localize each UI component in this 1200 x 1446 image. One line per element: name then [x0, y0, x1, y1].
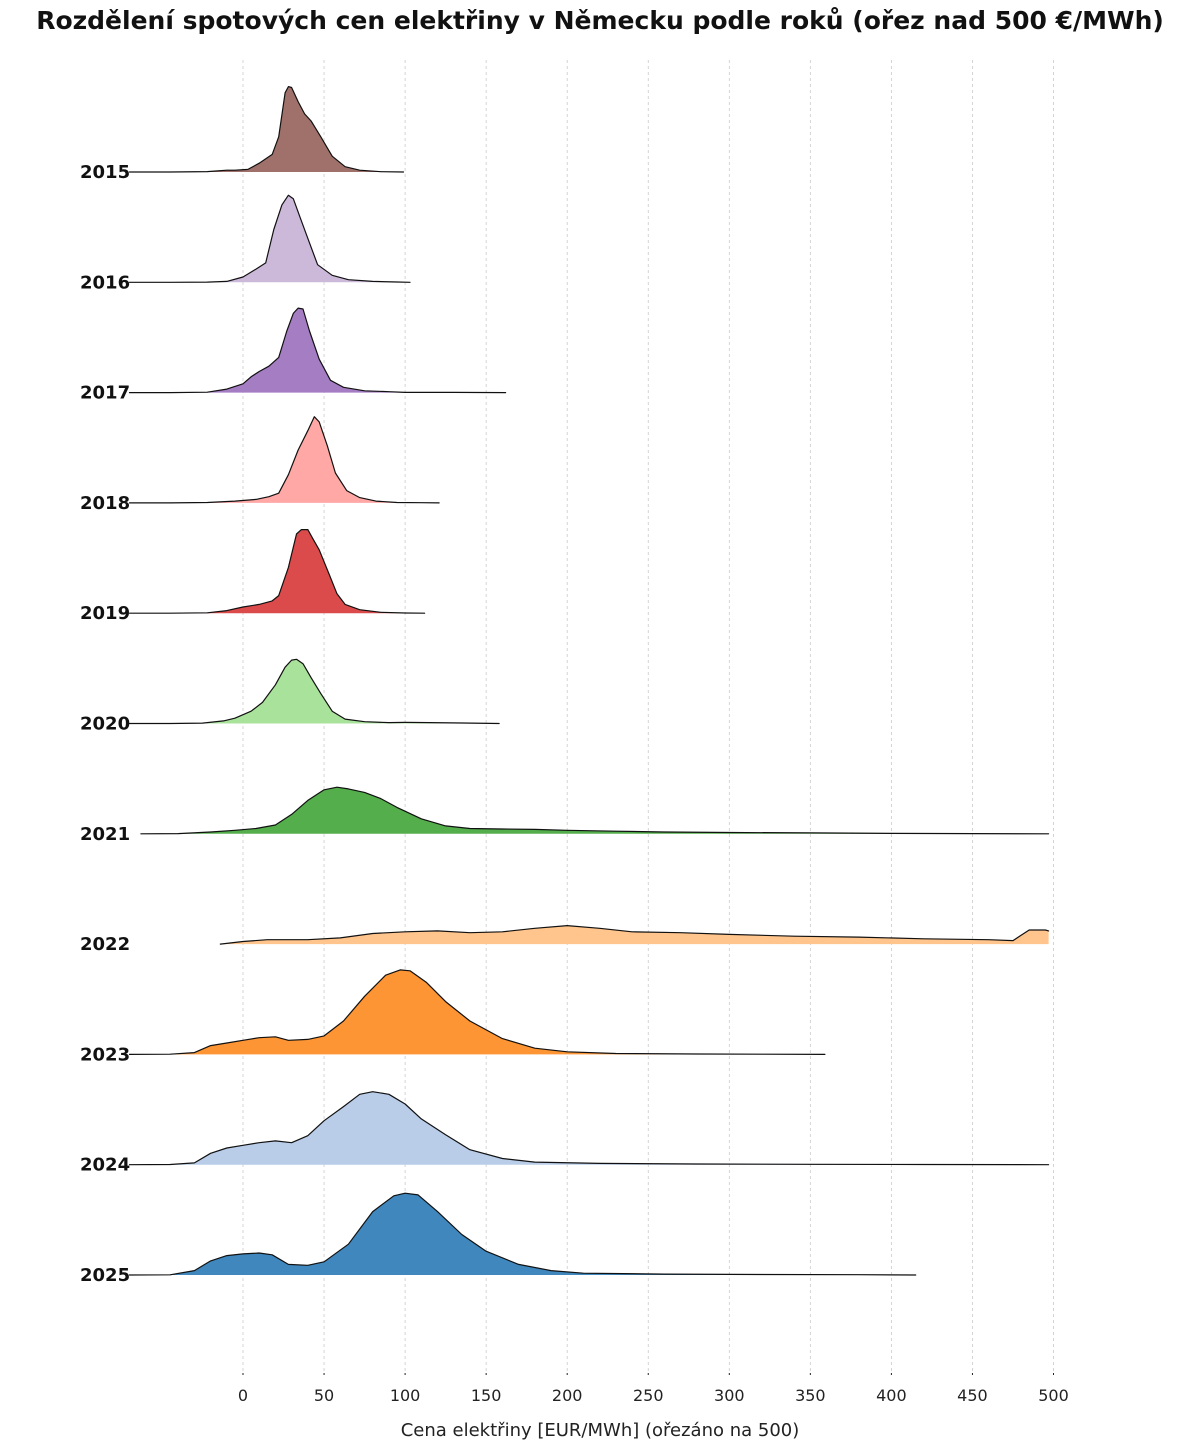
x-tick-label-450: 450 — [957, 1386, 988, 1405]
x-tick-label-400: 400 — [876, 1386, 907, 1405]
ridge-2018 — [128, 416, 440, 504]
ridge-outline-2025 — [128, 1192, 917, 1276]
row-label-2023: 2023 — [80, 1044, 130, 1065]
ridge-area-2018 — [129, 416, 440, 503]
ridge-2021 — [140, 786, 1050, 835]
ridge-outline-2016 — [128, 194, 411, 283]
x-tick-label-350: 350 — [795, 1386, 826, 1405]
ridge-area-2015 — [129, 86, 404, 172]
x-tick-label-300: 300 — [714, 1386, 745, 1405]
ridge-2020 — [128, 658, 500, 725]
x-tick-label-50: 50 — [314, 1386, 334, 1405]
x-axis: 0 50 100 150 200 250 300 350 400 450 500 — [238, 1373, 1069, 1405]
ridge-area-2020 — [129, 659, 500, 724]
ridge-2015 — [128, 86, 405, 173]
ridge-area-2024 — [129, 1091, 1049, 1165]
row-label-2015: 2015 — [80, 162, 130, 183]
x-tick-label-200: 200 — [552, 1386, 583, 1405]
row-label-2020: 2020 — [80, 714, 130, 735]
ridge-outline-2024 — [128, 1091, 1050, 1166]
ridge-2019 — [128, 529, 426, 614]
row-label-2021: 2021 — [80, 824, 130, 845]
ridge-2024 — [128, 1091, 1050, 1166]
ridge-2023 — [128, 969, 826, 1055]
row-label-2022: 2022 — [80, 934, 130, 955]
row-label-2017: 2017 — [80, 383, 130, 404]
row-label-2025: 2025 — [80, 1265, 130, 1286]
ridge-outline-2015 — [128, 86, 405, 173]
ridges-layer — [128, 86, 1050, 1276]
x-tick-label-250: 250 — [633, 1386, 664, 1405]
ridge-outline-2018 — [128, 416, 440, 504]
row-label-2024: 2024 — [80, 1155, 130, 1176]
row-label-2019: 2019 — [80, 603, 130, 624]
grid-layer — [242, 60, 1054, 1372]
ridge-outline-2019 — [128, 529, 426, 614]
ridge-2017 — [128, 307, 507, 394]
labels-layer: 2015 2016 2017 2018 2019 2020 2021 2022 2023 2024… — [80, 162, 130, 1286]
row-label-2018: 2018 — [80, 493, 130, 514]
x-tick-label-100: 100 — [390, 1386, 421, 1405]
ridge-area-2022 — [220, 925, 1049, 945]
ridge-area-2025 — [129, 1193, 916, 1275]
ridge-area-2023 — [129, 969, 825, 1055]
x-tick-label-500: 500 — [1038, 1386, 1069, 1405]
ridge-area-2016 — [129, 195, 410, 283]
chart-title: Rozdělení spotových cen elektřiny v Něme… — [36, 6, 1164, 35]
ridge-area-2019 — [129, 529, 425, 614]
ridge-outline-2017 — [128, 307, 507, 394]
ridge-outline-2023 — [128, 969, 826, 1055]
x-tick-label-150: 150 — [471, 1386, 502, 1405]
x-axis-label: Cena elektřiny [EUR/MWh] (ořezáno na 500… — [401, 1420, 800, 1441]
ridge-2022 — [219, 925, 1050, 945]
x-tick-label-0: 0 — [238, 1386, 248, 1405]
ridge-outline-2021 — [140, 786, 1050, 835]
ridge-2016 — [128, 194, 411, 283]
ridge-outline-2022 — [219, 925, 1050, 945]
row-label-2016: 2016 — [80, 272, 130, 293]
ridge-area-2021 — [140, 787, 1049, 834]
ridge-outline-2020 — [128, 658, 500, 725]
ridge-area-2017 — [129, 308, 506, 393]
ridge-2025 — [128, 1192, 917, 1276]
